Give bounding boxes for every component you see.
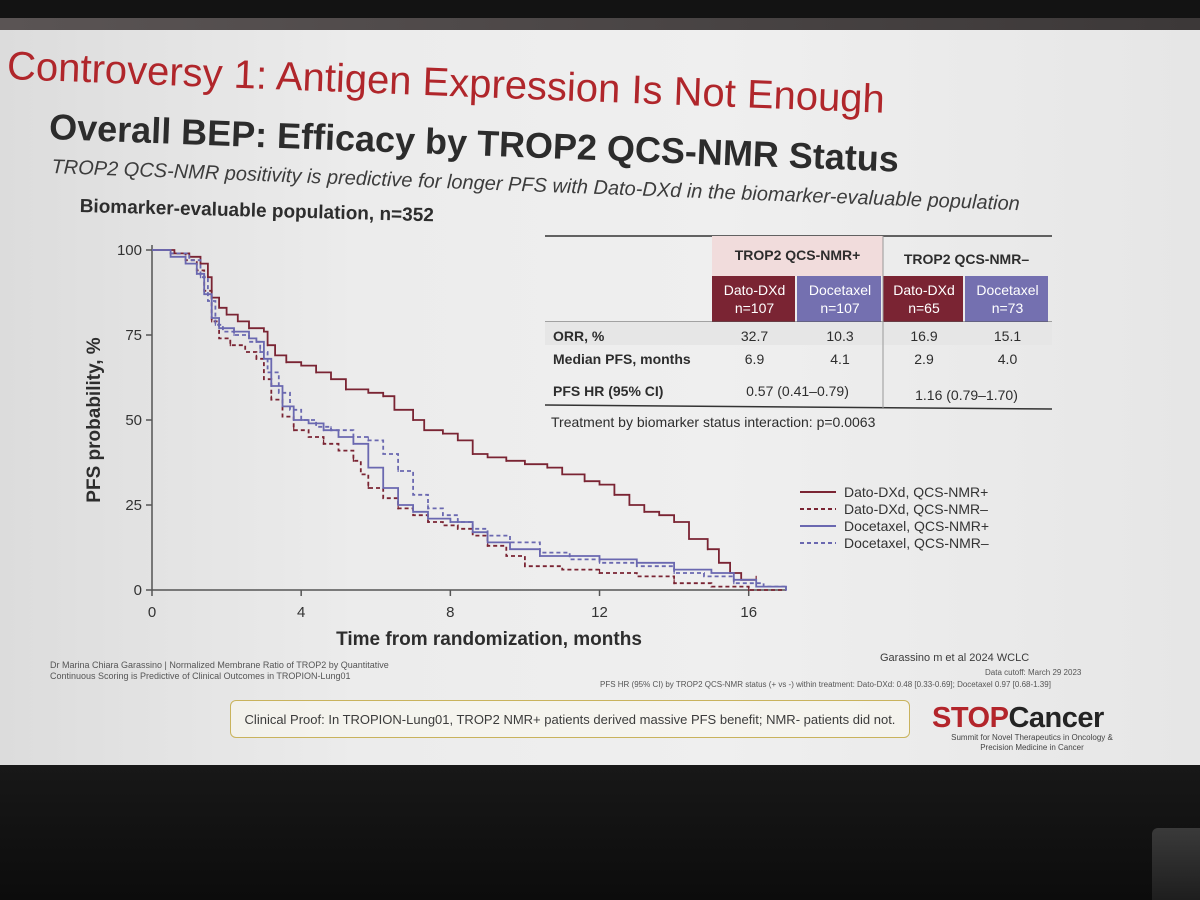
- citation: Garassino m et al 2024 WCLC: [880, 652, 1030, 664]
- col-header-bg-2: [883, 276, 963, 322]
- table-cell-0-0: 32.7: [741, 328, 768, 344]
- table-cell-1-2: 2.9: [914, 351, 934, 367]
- col-header-n-0: n=107: [735, 300, 775, 316]
- y-axis-title: PFS probability, %: [84, 337, 105, 502]
- legend-label-2: Docetaxel, QCS-NMR+: [844, 518, 989, 534]
- table-cell-0-1: 10.3: [826, 328, 853, 344]
- footer-reference-line2: Continuous Scoring is Predictive of Clin…: [50, 671, 351, 681]
- footer-reference-line1: Dr Marina Chiara Garassino | Normalized …: [50, 660, 389, 670]
- table-group-pos: TROP2 QCS-NMR+: [735, 247, 861, 263]
- col-header-name-1: Docetaxel: [809, 282, 871, 298]
- col-header-bg-1: [797, 276, 881, 322]
- km-curve-2: [152, 249, 787, 590]
- legend-label-0: Dato-DXd, QCS-NMR+: [844, 484, 988, 500]
- table-cell-0-2: 16.9: [910, 328, 937, 344]
- laptop-corner: [1152, 828, 1200, 900]
- table-cell-1-0: 6.9: [745, 351, 765, 367]
- col-header-name-2: Dato-DXd: [893, 282, 954, 298]
- table-cell-hr-neg: 1.16 (0.79–1.70): [915, 387, 1018, 403]
- logo-subtitle-line1: Summit for Novel Therapeutics in Oncolog…: [951, 733, 1113, 742]
- table-cell-hr-pos: 0.57 (0.41–0.79): [746, 383, 849, 399]
- y-tick-label-0: 0: [134, 582, 142, 599]
- logo-cancer: Cancer: [1008, 702, 1104, 734]
- group-pos-bg: [712, 236, 883, 276]
- y-tick-label-1: 25: [125, 497, 142, 514]
- logo-subtitle: Summit for Novel Therapeutics in Oncolog…: [932, 733, 1132, 753]
- legend-label-1: Dato-DXd, QCS-NMR–: [844, 501, 988, 517]
- stop-cancer-logo: STOPCancer Summit for Novel Therapeutics…: [932, 702, 1132, 753]
- logo-wordmark: STOPCancer: [932, 702, 1132, 735]
- hr-note: PFS HR (95% CI) by TROP2 QCS-NMR status …: [600, 680, 1051, 689]
- y-tick-label-3: 75: [125, 327, 142, 344]
- legend-label-3: Docetaxel, QCS-NMR–: [844, 535, 989, 551]
- x-tick-label-3: 12: [591, 604, 608, 621]
- table-cell-1-1: 4.1: [830, 351, 850, 367]
- km-curve-0: [152, 249, 757, 581]
- slide-background: [0, 30, 1200, 765]
- table-cell-0-3: 15.1: [994, 328, 1021, 344]
- table-bottom-rule: [544, 404, 1053, 410]
- table-cell-1-3: 4.0: [998, 351, 1018, 367]
- x-tick-label-2: 8: [446, 604, 454, 621]
- y-tick-label-4: 100: [117, 242, 142, 259]
- col-header-n-1: n=107: [820, 300, 860, 316]
- clinical-proof-box: Clinical Proof: In TROPION-Lung01, TROP2…: [230, 700, 910, 738]
- room-floor: [0, 765, 1200, 900]
- x-tick-label-1: 4: [297, 604, 305, 621]
- y-tick-label-2: 50: [125, 412, 142, 429]
- logo-stop: STOP: [932, 702, 1009, 734]
- logo-subtitle-line2: Precision Medicine in Cancer: [980, 743, 1084, 752]
- col-header-name-3: Docetaxel: [976, 282, 1038, 298]
- data-cutoff: Data cutoff: March 29 2023: [985, 668, 1082, 677]
- footer-reference: Dr Marina Chiara Garassino | Normalized …: [50, 660, 389, 682]
- col-header-bg-3: [965, 276, 1048, 322]
- table-row-label-0: ORR, %: [553, 328, 605, 344]
- interaction-note: Treatment by biomarker status interactio…: [551, 414, 876, 430]
- x-tick-label-4: 16: [740, 604, 757, 621]
- km-curve-3: [152, 249, 787, 590]
- col-header-name-0: Dato-DXd: [724, 282, 785, 298]
- col-header-bg-0: [712, 276, 795, 322]
- table-row-label-1: Median PFS, months: [553, 351, 691, 367]
- x-axis-title: Time from randomization, months: [336, 629, 642, 650]
- x-tick-label-0: 0: [148, 604, 156, 621]
- table-row-bg: [545, 322, 1052, 345]
- col-header-n-3: n=73: [992, 300, 1024, 316]
- table-row-label-hr: PFS HR (95% CI): [553, 383, 663, 399]
- table-group-neg: TROP2 QCS-NMR–: [904, 251, 1029, 267]
- col-header-n-2: n=65: [908, 300, 940, 316]
